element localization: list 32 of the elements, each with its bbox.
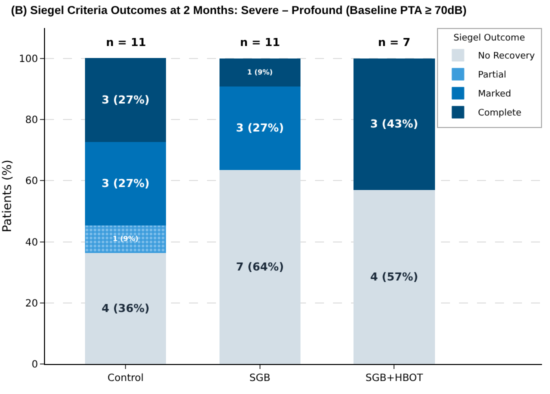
legend-label: Complete [478, 108, 522, 119]
y-axis-title: Patients (%) [0, 160, 14, 232]
bar [85, 224, 166, 254]
data-label: 3 (27%) [102, 93, 150, 106]
bar [219, 86, 300, 170]
y-tick-label: 100 [18, 54, 38, 66]
annotation: n = 11 [106, 36, 146, 49]
annotation: n = 11 [240, 36, 280, 49]
data-label: 7 (64%) [236, 260, 284, 274]
data-label: 3 (27%) [102, 176, 150, 190]
data-label: 3 (27%) [236, 122, 284, 135]
bar [85, 58, 166, 142]
x-tick-label: SGB+HBOT [365, 373, 424, 384]
y-tick-label: 20 [25, 298, 38, 310]
legend-title: Siegel Outcome [454, 34, 526, 44]
y-tick-label: 40 [25, 237, 38, 248]
y-tick-label: 0 [32, 360, 38, 370]
y-tick-label: 60 [25, 176, 38, 188]
x-tick-label: Control [108, 373, 144, 384]
data-label: 4 (36%) [102, 302, 150, 315]
data-label: 3 (43%) [370, 118, 418, 131]
data-label: 4 (57%) [370, 270, 418, 284]
bar [354, 58, 435, 190]
x-tick-label: SGB [249, 373, 271, 384]
legend-label: No Recovery [478, 52, 536, 62]
legend-label: Marked [478, 90, 512, 100]
annotation: n = 7 [378, 36, 410, 49]
bar [219, 58, 300, 87]
chart-title: (B) Siegel Criteria Outcomes at 2 Months: Severe – Profound (Baseline PTA ≥ 70dB) [11, 4, 467, 17]
bar [85, 141, 166, 226]
y-tick-label: 80 [25, 115, 38, 126]
legend-label: Partial [478, 70, 506, 81]
